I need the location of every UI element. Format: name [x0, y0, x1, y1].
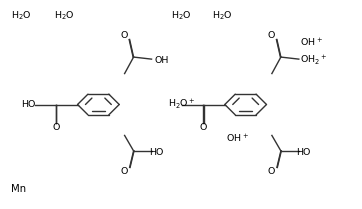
Text: OH$_2$$^+$: OH$_2$$^+$ [300, 53, 328, 67]
Text: O: O [268, 167, 275, 176]
Text: O: O [121, 31, 128, 40]
Text: H$_2$O$^+$: H$_2$O$^+$ [168, 98, 196, 111]
Text: OH$^+$: OH$^+$ [300, 37, 323, 49]
Text: HO: HO [296, 148, 310, 157]
Text: OH$^+$: OH$^+$ [226, 133, 249, 145]
Text: H$_2$O: H$_2$O [171, 10, 191, 22]
Text: H$_2$O: H$_2$O [54, 10, 75, 22]
Text: O: O [52, 123, 60, 132]
Text: O: O [199, 123, 207, 132]
Text: O: O [268, 31, 275, 40]
Text: O: O [121, 167, 128, 176]
Text: H$_2$O: H$_2$O [212, 10, 233, 22]
Text: Mn: Mn [12, 184, 26, 194]
Text: OH: OH [154, 56, 168, 65]
Text: HO: HO [149, 148, 163, 157]
Text: HO: HO [21, 100, 35, 109]
Text: H$_2$O: H$_2$O [11, 10, 31, 22]
